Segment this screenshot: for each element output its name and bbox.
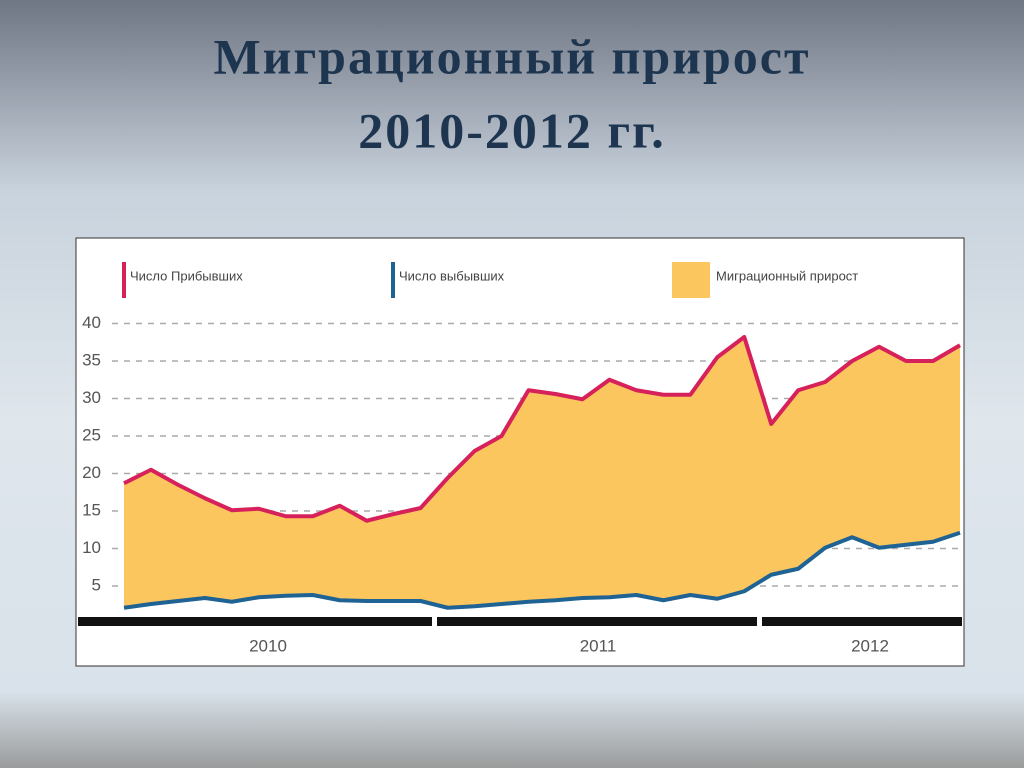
legend-label: Миграционный прирост [716,268,858,283]
slide-title: Миграционный прирост [213,28,810,84]
y-tick-label: 15 [82,500,101,519]
y-tick-label: 5 [92,575,101,594]
year-label: 2012 [851,636,889,655]
year-bar [78,617,432,626]
line [123,335,962,523]
legend-swatch [122,262,126,298]
area [124,337,960,608]
y-tick-label: 40 [82,313,101,332]
year-bar [437,617,757,626]
y-tick-label: 20 [82,463,101,482]
year-bar [762,617,962,626]
year-label: 2010 [249,636,287,655]
legend-label: Число выбывших [399,268,505,283]
year-label: 2011 [580,636,617,655]
y-tick-label: 35 [82,350,101,369]
y-tick-label: 30 [82,388,101,407]
legend-swatch [672,262,710,298]
line [123,530,961,610]
legend-label: Число Прибывших [130,268,243,283]
legend-swatch [391,262,395,298]
slide-subtitle: 2010-2012 гг. [358,102,665,158]
y-tick-label: 25 [82,425,101,444]
y-tick-label: 10 [82,538,101,557]
